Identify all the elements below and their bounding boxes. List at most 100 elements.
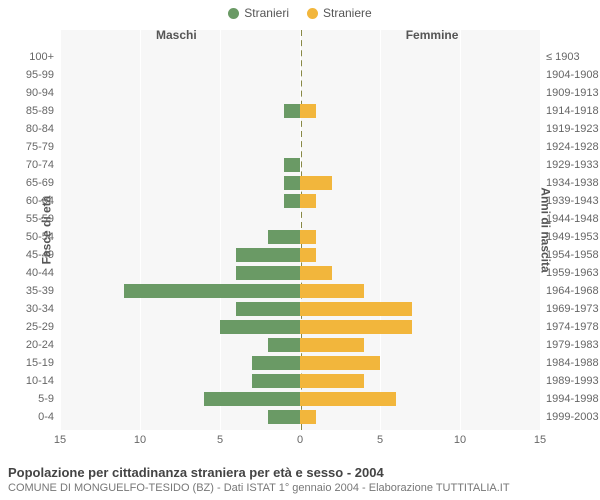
birth-year-label: 1989-1993 <box>546 375 599 387</box>
legend-label-male: Stranieri <box>244 6 289 20</box>
column-header-female: Femmine <box>406 28 459 42</box>
age-label: 20-24 <box>26 339 54 351</box>
legend: Stranieri Straniere <box>0 0 600 20</box>
bar-male <box>252 374 300 389</box>
age-label: 25-29 <box>26 321 54 333</box>
legend-swatch-female <box>307 8 318 19</box>
x-tick-label: 15 <box>534 434 546 446</box>
age-row: 25-291974-1978 <box>60 320 540 335</box>
age-label: 15-19 <box>26 357 54 369</box>
age-label: 55-59 <box>26 213 54 225</box>
age-label: 60-64 <box>26 195 54 207</box>
birth-year-label: ≤ 1903 <box>546 51 580 63</box>
age-label: 45-49 <box>26 249 54 261</box>
bar-male <box>252 356 300 371</box>
bar-male <box>236 302 300 317</box>
birth-year-label: 1944-1948 <box>546 213 599 225</box>
bar-female <box>300 320 412 335</box>
age-label: 40-44 <box>26 267 54 279</box>
bar-male <box>124 284 300 299</box>
age-label: 70-74 <box>26 159 54 171</box>
population-pyramid-chart: Fasce di età Anni di nascita Maschi Femm… <box>60 30 540 430</box>
age-row: 85-891914-1918 <box>60 104 540 119</box>
x-tick-label: 0 <box>297 434 303 446</box>
bar-male <box>268 338 300 353</box>
bar-male <box>236 266 300 281</box>
legend-swatch-male <box>228 8 239 19</box>
chart-subtitle: COMUNE DI MONGUELFO-TESIDO (BZ) - Dati I… <box>8 482 592 494</box>
age-label: 85-89 <box>26 105 54 117</box>
bar-male <box>204 392 300 407</box>
birth-year-label: 1929-1933 <box>546 159 599 171</box>
age-row: 15-191984-1988 <box>60 356 540 371</box>
bar-male <box>284 104 300 119</box>
birth-year-label: 1974-1978 <box>546 321 599 333</box>
bar-female <box>300 356 380 371</box>
bar-female <box>300 176 332 191</box>
chart-footer: Popolazione per cittadinanza straniera p… <box>8 465 592 494</box>
birth-year-label: 1954-1958 <box>546 249 599 261</box>
age-row: 65-691934-1938 <box>60 176 540 191</box>
bar-female <box>300 194 316 209</box>
birth-year-label: 1964-1968 <box>546 285 599 297</box>
age-label: 95-99 <box>26 69 54 81</box>
birth-year-label: 1909-1913 <box>546 87 599 99</box>
age-label: 50-54 <box>26 231 54 243</box>
age-row: 80-841919-1923 <box>60 122 540 137</box>
grid-line <box>540 30 541 430</box>
birth-year-label: 1979-1983 <box>546 339 599 351</box>
birth-year-label: 1939-1943 <box>546 195 599 207</box>
x-tick-label: 15 <box>54 434 66 446</box>
bar-male <box>220 320 300 335</box>
bar-female <box>300 230 316 245</box>
x-tick-label: 5 <box>377 434 383 446</box>
birth-year-label: 1984-1988 <box>546 357 599 369</box>
age-label: 30-34 <box>26 303 54 315</box>
age-row: 50-541949-1953 <box>60 230 540 245</box>
bar-female <box>300 104 316 119</box>
age-row: 75-791924-1928 <box>60 140 540 155</box>
age-label: 65-69 <box>26 177 54 189</box>
age-row: 10-141989-1993 <box>60 374 540 389</box>
age-row: 90-941909-1913 <box>60 86 540 101</box>
x-tick-label: 10 <box>454 434 466 446</box>
age-row: 45-491954-1958 <box>60 248 540 263</box>
legend-label-female: Straniere <box>323 6 372 20</box>
age-row: 95-991904-1908 <box>60 68 540 83</box>
birth-year-label: 1969-1973 <box>546 303 599 315</box>
age-label: 10-14 <box>26 375 54 387</box>
bar-female <box>300 338 364 353</box>
age-label: 5-9 <box>38 393 54 405</box>
bar-male <box>284 176 300 191</box>
birth-year-label: 1919-1923 <box>546 123 599 135</box>
age-label: 35-39 <box>26 285 54 297</box>
age-row: 100+≤ 1903 <box>60 50 540 65</box>
birth-year-label: 1924-1928 <box>546 141 599 153</box>
birth-year-label: 1949-1953 <box>546 231 599 243</box>
age-row: 0-41999-2003 <box>60 410 540 425</box>
birth-year-label: 1914-1918 <box>546 105 599 117</box>
birth-year-label: 1994-1998 <box>546 393 599 405</box>
birth-year-label: 1999-2003 <box>546 411 599 423</box>
bar-female <box>300 410 316 425</box>
age-row: 55-591944-1948 <box>60 212 540 227</box>
bar-male <box>236 248 300 263</box>
age-row: 40-441959-1963 <box>60 266 540 281</box>
age-row: 5-91994-1998 <box>60 392 540 407</box>
age-label: 100+ <box>29 51 54 63</box>
bar-male <box>284 194 300 209</box>
bar-male <box>268 410 300 425</box>
age-label: 75-79 <box>26 141 54 153</box>
bar-female <box>300 302 412 317</box>
age-row: 60-641939-1943 <box>60 194 540 209</box>
bar-female <box>300 248 316 263</box>
birth-year-label: 1904-1908 <box>546 69 599 81</box>
age-row: 35-391964-1968 <box>60 284 540 299</box>
age-row: 20-241979-1983 <box>60 338 540 353</box>
birth-year-label: 1959-1963 <box>546 267 599 279</box>
x-tick-label: 10 <box>134 434 146 446</box>
age-label: 80-84 <box>26 123 54 135</box>
bar-male <box>268 230 300 245</box>
age-row: 70-741929-1933 <box>60 158 540 173</box>
age-label: 90-94 <box>26 87 54 99</box>
